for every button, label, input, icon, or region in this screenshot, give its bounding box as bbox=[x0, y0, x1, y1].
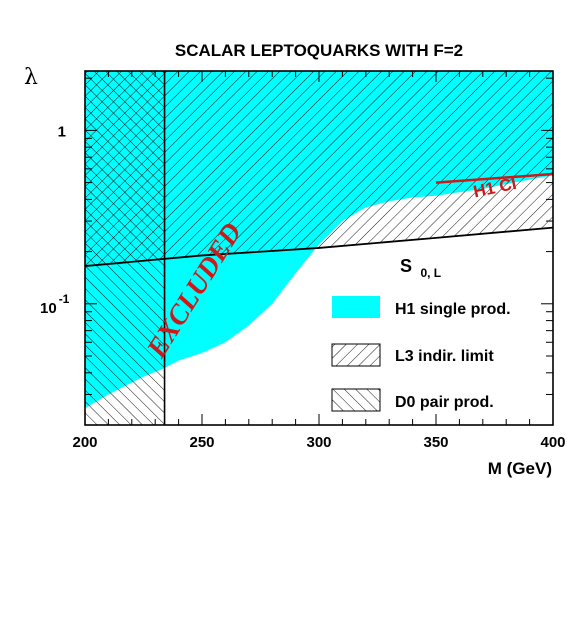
y-axis-ticks: 1 10-1 bbox=[40, 77, 553, 426]
x-tick-label: 250 bbox=[189, 434, 214, 451]
legend-swatch-l3 bbox=[331, 343, 381, 367]
x-tick-label: 400 bbox=[540, 434, 565, 451]
legend-swatch-h1 bbox=[332, 296, 380, 318]
legend: H1 single prod. L3 indir. limit D0 pair … bbox=[331, 296, 511, 412]
h1-ci-line bbox=[435, 172, 553, 184]
x-tick-label: 200 bbox=[72, 434, 97, 451]
l3-indir-limit-region bbox=[85, 71, 553, 267]
y-axis-title: λ bbox=[24, 65, 38, 90]
x-tick-label: 300 bbox=[306, 434, 331, 451]
l3-limit-line bbox=[85, 226, 553, 267]
d0-pair-prod-region bbox=[85, 71, 165, 425]
chart-title: SCALAR LEPTOQUARKS WITH F=2 bbox=[175, 41, 463, 60]
y-tick-label: 10-1 bbox=[40, 292, 70, 317]
legend-label-h1: H1 single prod. bbox=[395, 301, 511, 318]
x-axis-ticks: 200 250 300 350 400 bbox=[72, 71, 566, 451]
legend-label-d0: D0 pair prod. bbox=[395, 394, 494, 411]
x-tick-label: 350 bbox=[423, 434, 448, 451]
legend-swatch-d0 bbox=[331, 388, 381, 412]
y-tick-label: 1 bbox=[58, 123, 66, 140]
scalar-symbol: S 0, L bbox=[400, 256, 441, 280]
legend-label-l3: L3 indir. limit bbox=[395, 348, 494, 365]
x-axis-title: M (GeV) bbox=[488, 459, 552, 478]
